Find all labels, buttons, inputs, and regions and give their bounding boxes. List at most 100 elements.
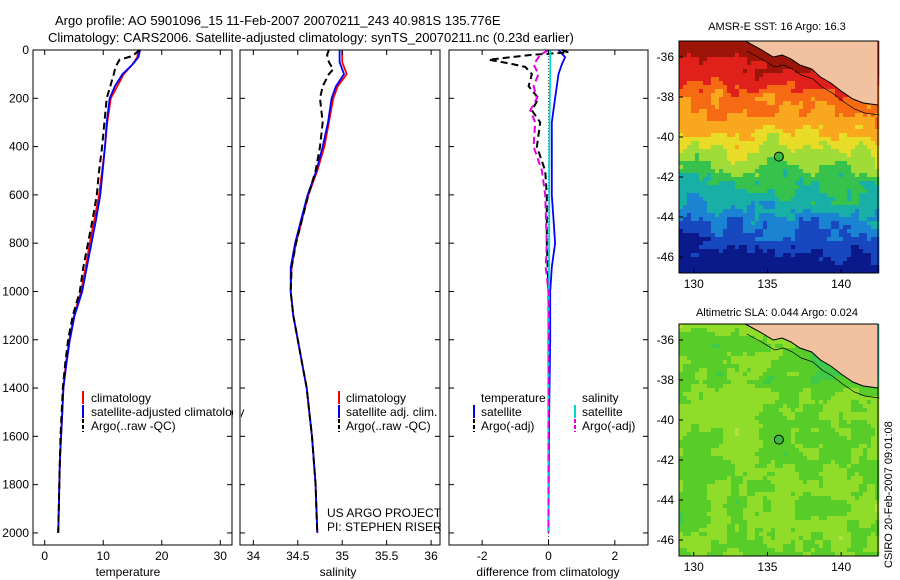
sst-map-cell (687, 101, 692, 106)
sla-map-cell (707, 440, 712, 445)
sla-map-cell (827, 468, 832, 473)
sst-map-cell (695, 77, 700, 82)
sla-map-cell (807, 452, 812, 457)
sst-map-cell (795, 221, 800, 226)
sst-map-cell (783, 81, 788, 86)
sla-map-cell (751, 452, 756, 457)
sst-map-cell (743, 65, 748, 70)
sst-map-cell (843, 229, 848, 234)
sla-map-cell (691, 436, 696, 441)
sst-map-cell (703, 265, 708, 270)
sst-map-cell (719, 153, 724, 158)
sst-map-cell (707, 65, 712, 70)
sst-map-cell (743, 233, 748, 238)
sla-map-cell (815, 364, 820, 369)
sst-map-cell (783, 105, 788, 110)
sst-map-cell (855, 181, 860, 186)
sla-map-cell (695, 452, 700, 457)
sst-map-cell (703, 249, 708, 254)
sst-map-cell (699, 117, 704, 122)
sst-map-cell (683, 85, 688, 90)
sla-map-cell (815, 384, 820, 389)
sst-map-cell (703, 269, 708, 274)
sla-map-cell (755, 376, 760, 381)
sla-map-cell (683, 412, 688, 417)
sla-map-cell (691, 472, 696, 477)
sst-map-cell (863, 109, 868, 114)
sst-map-cell (759, 225, 764, 230)
sla-map-cell (763, 336, 768, 341)
sst-map-cell (691, 213, 696, 218)
sst-map-cell (823, 193, 828, 198)
sst-map-cell (811, 89, 816, 94)
sst-map-cell (855, 153, 860, 158)
sla-map-cell (783, 420, 788, 425)
sla-map-cell (795, 464, 800, 469)
sla-map-cell (847, 452, 852, 457)
sla-map-cell (843, 380, 848, 385)
sla-map-cell (703, 416, 708, 421)
sla-map-cell (731, 404, 736, 409)
sst-map-cell (863, 125, 868, 130)
sst-map-cell (807, 185, 812, 190)
sst-map-cell (763, 197, 768, 202)
sst-map-cell (739, 41, 744, 46)
sla-map-cell (711, 456, 716, 461)
sst-map-cell (683, 269, 688, 274)
sst-map-cell (723, 233, 728, 238)
sst-map-cell (795, 97, 800, 102)
sst-map-cell (707, 45, 712, 50)
sla-map-cell (787, 452, 792, 457)
sst-map-cell (727, 49, 732, 54)
sst-map-cell (755, 165, 760, 170)
sla-map-cell (695, 340, 700, 345)
sla-map-cell (715, 336, 720, 341)
sst-map-cell (783, 125, 788, 130)
sst-map-cell (827, 229, 832, 234)
sla-map-cell (859, 460, 864, 465)
sla-map-cell (795, 348, 800, 353)
sst-map-cell (795, 117, 800, 122)
sla-map-cell (767, 432, 772, 437)
sst-map-cell (815, 257, 820, 262)
sst-map-cell (859, 269, 864, 274)
difference-xtick-label: 0 (545, 549, 552, 563)
sst-map-cell (835, 221, 840, 226)
sst-map-cell (695, 261, 700, 266)
sst-map-cell (775, 105, 780, 110)
sst-map-cell (827, 265, 832, 270)
sst-map-cell (719, 169, 724, 174)
sst-map-cell (743, 173, 748, 178)
sla-map-cell (779, 348, 784, 353)
sla-map-cell (875, 448, 880, 453)
sla-map-cell (839, 404, 844, 409)
sla-map-cell (687, 388, 692, 393)
sst-map-cell (743, 177, 748, 182)
sst-map-cell (859, 181, 864, 186)
sst-map-cell (867, 129, 872, 134)
sla-map-cell (711, 336, 716, 341)
sla-map-cell (715, 456, 720, 461)
sla-map-cell (699, 472, 704, 477)
sst-map-cell (779, 65, 784, 70)
sla-map-cell (755, 348, 760, 353)
sst-map-cell (739, 53, 744, 58)
sla-map-cell (719, 404, 724, 409)
figure-title-line-2: Climatology: CARS2006. Satellite-adjuste… (48, 30, 574, 45)
sst-map-cell (779, 189, 784, 194)
sst-map-cell (707, 201, 712, 206)
sla-map-cell (699, 380, 704, 385)
sst-map-cell (723, 93, 728, 98)
sst-map-cell (767, 269, 772, 274)
sst-map-cell (747, 241, 752, 246)
sst-map-cell (787, 265, 792, 270)
sla-map-cell (743, 340, 748, 345)
sst-map-cell (859, 249, 864, 254)
sst-map-cell (787, 157, 792, 162)
sla-map-cell (779, 384, 784, 389)
sst-map-cell (679, 141, 684, 146)
sst-map-cell (691, 197, 696, 202)
sst-map-cell (843, 169, 848, 174)
sla-map-cell (823, 392, 828, 397)
sla-map-cell (775, 392, 780, 397)
